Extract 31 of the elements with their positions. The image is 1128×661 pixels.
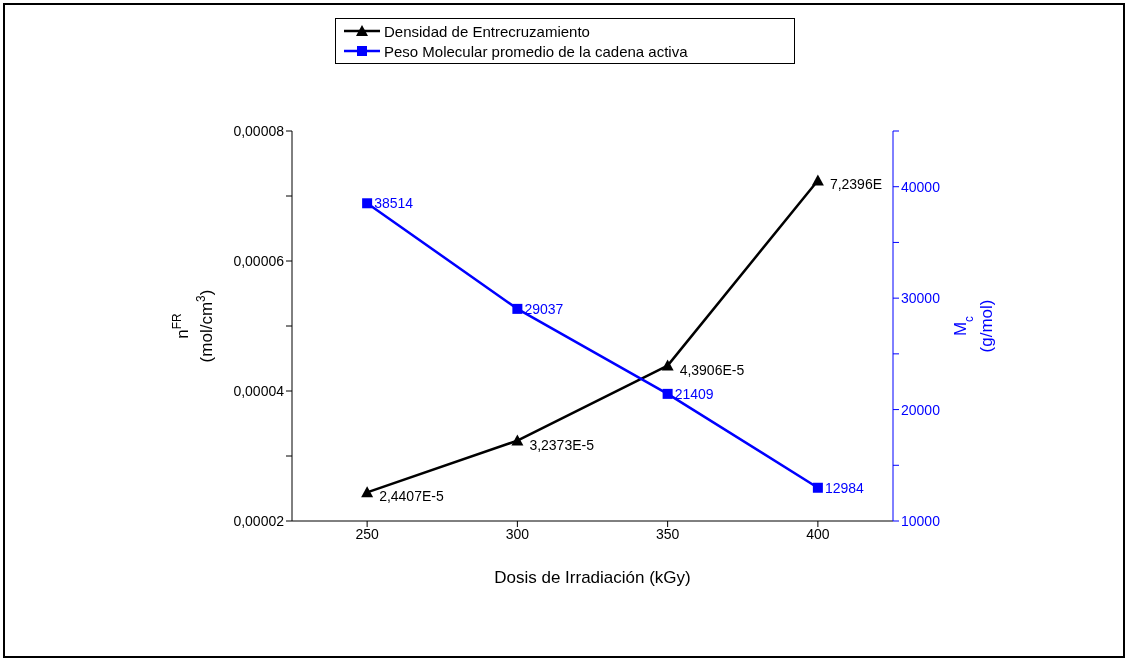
y-tick-label: 0,00004 [233,382,285,399]
point [512,303,523,314]
y-tick-label: 0,00008 [233,122,285,139]
x-tick-label: 300 [505,525,530,542]
x-tick-label: 250 [355,525,380,542]
data-label: 29037 [524,300,564,317]
point [811,174,824,186]
data-label: 21409 [674,385,714,402]
x-tick-label: 400 [806,525,830,542]
y2-tick-label: 10000 [901,512,941,529]
point [511,434,524,446]
y-tick-label: 0,00002 [233,512,285,529]
x-axis-title: Dosis de Irradiación (kGy) [494,568,691,587]
y2-tick-label: 40000 [901,178,941,195]
legend-label: Peso Molecular promedio de la cadena activa [384,42,688,60]
point [661,359,674,371]
point [362,198,373,209]
legend-label: Densidad de Entrecruzamiento [384,22,590,40]
data-label: 12984 [824,479,865,496]
point [662,388,673,399]
data-label: 38514 [374,195,414,212]
y2-tick-label: 30000 [901,290,941,307]
y-tick-label: 0,00006 [233,252,285,269]
data-label: 2,4407E-5 [379,488,444,505]
data-label: 3,2373E-5 [529,436,595,453]
data-label: 7,2396E [829,176,883,193]
point [361,486,374,498]
y2-tick-label: 20000 [901,401,941,418]
data-label: 4,3906E-5 [679,361,745,378]
point [812,482,823,493]
x-tick-label: 350 [655,525,680,542]
